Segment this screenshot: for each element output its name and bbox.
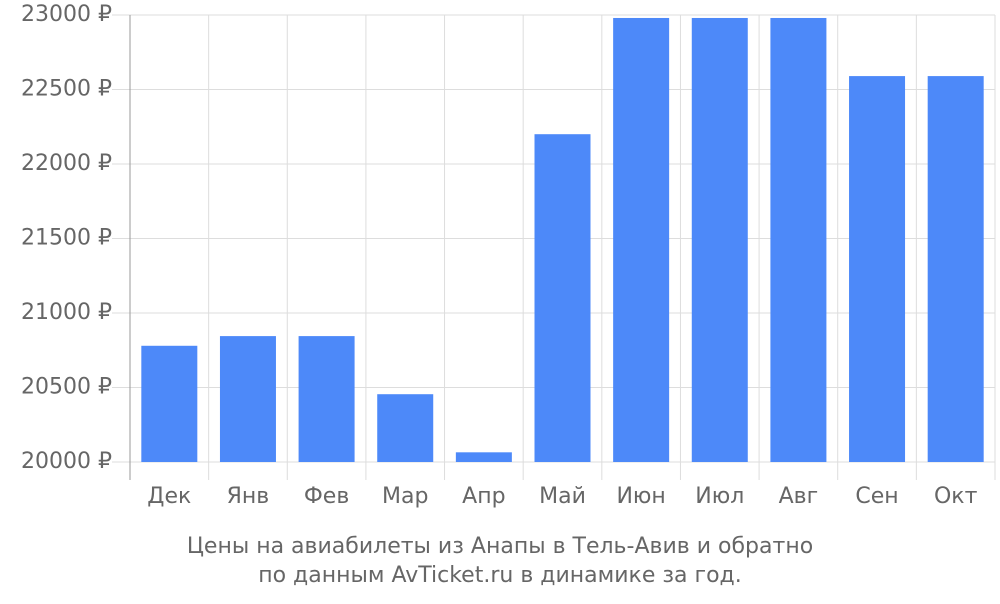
x-tick-label: Май: [539, 484, 586, 509]
bar: [377, 394, 434, 462]
x-tick-label: Сен: [855, 484, 898, 509]
bar: [219, 336, 276, 462]
bar: [534, 134, 591, 462]
y-tick-label: 22500 ₽: [21, 77, 112, 102]
x-tick-label: Мар: [382, 484, 428, 509]
y-tick-label: 20500 ₽: [21, 375, 112, 400]
x-tick-label: Фев: [304, 484, 349, 509]
y-tick-label: 21000 ₽: [21, 300, 112, 325]
x-tick-label: Окт: [934, 484, 978, 509]
y-tick-label: 22000 ₽: [21, 151, 112, 176]
x-tick-label: Июн: [616, 484, 665, 509]
x-tick-label: Дек: [147, 484, 191, 509]
bar: [691, 17, 748, 462]
bar: [770, 17, 827, 462]
x-tick-label: Апр: [462, 484, 505, 509]
chart-title: по данным AvTicket.ru в динамике за год.: [258, 563, 742, 588]
bar: [849, 76, 906, 462]
bar: [141, 345, 198, 462]
bar: [927, 76, 984, 462]
x-tick-label: Авг: [779, 484, 819, 509]
y-tick-label: 21500 ₽: [21, 226, 112, 251]
y-tick-label: 23000 ₽: [21, 2, 112, 27]
y-tick-label: 20000 ₽: [21, 449, 112, 474]
x-tick-label: Июл: [695, 484, 744, 509]
x-tick-label: Янв: [227, 484, 270, 509]
chart-title: Цены на авиабилеты из Анапы в Тель-Авив …: [187, 534, 813, 559]
bar: [298, 336, 355, 462]
bar: [613, 17, 670, 462]
bar: [455, 452, 512, 462]
